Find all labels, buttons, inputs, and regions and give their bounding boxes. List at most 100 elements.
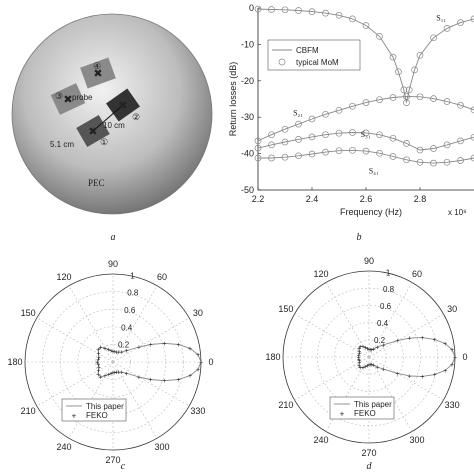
legend-entry: CBFM xyxy=(296,46,319,55)
feko-point: + xyxy=(96,347,100,354)
angle-tick-label: 90 xyxy=(108,259,118,269)
feko-point: + xyxy=(95,360,99,367)
feko-point: + xyxy=(96,368,100,375)
feko-point: + xyxy=(357,360,361,367)
feko-point: + xyxy=(363,364,367,371)
feko-point: + xyxy=(117,369,121,376)
feko-point: + xyxy=(137,375,141,382)
feko-point: + xyxy=(148,342,152,349)
feko-point: + xyxy=(357,353,361,360)
series-point xyxy=(295,136,302,143)
series-point xyxy=(362,22,370,29)
series-point xyxy=(349,102,356,110)
series-point xyxy=(281,153,289,161)
feko-point: + xyxy=(124,348,128,355)
feko-point: + xyxy=(357,355,361,362)
series-point xyxy=(403,93,410,100)
legend-swatch: + xyxy=(340,410,345,419)
polar-spoke xyxy=(112,317,190,363)
feko-point: + xyxy=(375,345,379,352)
angle-tick-label: 180 xyxy=(7,357,22,367)
feko-point: + xyxy=(395,371,399,378)
series-line xyxy=(257,96,474,142)
feko-point: + xyxy=(367,362,371,369)
panel-c-polar: c 0 30 60 90 120 150 180 210 240 270 300 330 0.2 0.4 0… xyxy=(7,259,213,472)
angle-tick-label: 330 xyxy=(445,400,460,410)
polar-ring xyxy=(334,322,404,392)
y-tick-label: -20 xyxy=(241,76,254,86)
port-label-4: ④ xyxy=(93,61,101,71)
series-point xyxy=(443,25,451,32)
feko-point: + xyxy=(381,342,385,349)
series-line xyxy=(257,132,474,151)
series-point xyxy=(457,101,464,109)
feko-point: + xyxy=(368,347,372,354)
panel-d-polar: d 0 30 60 90 120 150 180 210 240 270 300 330 0.2 0.4 0… xyxy=(265,256,467,472)
series-point xyxy=(335,129,343,137)
feko-point: + xyxy=(358,365,362,372)
y-tick-label: -10 xyxy=(241,39,254,49)
curve-label: S₄₁ xyxy=(369,167,379,176)
feko-point: + xyxy=(196,367,200,374)
series-point xyxy=(376,33,383,40)
angle-tick-label: 330 xyxy=(190,406,205,416)
polar-spoke xyxy=(36,317,114,363)
feko-point: + xyxy=(103,346,107,353)
series-point xyxy=(349,129,356,136)
angle-tick-label: 90 xyxy=(364,256,374,266)
radial-tick-label: 0.6 xyxy=(380,302,392,311)
series-point xyxy=(362,99,370,106)
feko-point: + xyxy=(117,350,121,357)
patch-probe xyxy=(50,83,86,115)
curve-label: S₂₁ xyxy=(293,108,303,117)
feko-point: + xyxy=(381,367,385,374)
angle-tick-label: 0 xyxy=(208,357,213,367)
series-point xyxy=(395,68,402,76)
series-point xyxy=(268,154,275,162)
legend-entry: FEKO xyxy=(86,411,108,420)
feko-point: + xyxy=(115,369,119,376)
feko-point: + xyxy=(111,349,115,356)
feko-point: + xyxy=(97,354,101,361)
x-tick-label: 2.4 xyxy=(306,194,319,204)
series-point xyxy=(457,157,464,164)
angle-tick-label: 240 xyxy=(56,442,71,452)
feko-point: + xyxy=(372,346,376,353)
feko-point: + xyxy=(188,373,192,380)
legend-entry: This paper xyxy=(354,400,392,409)
panel-label-c: c xyxy=(121,461,126,472)
feko-point: + xyxy=(407,336,411,343)
angle-tick-label: 300 xyxy=(154,442,169,452)
feko-point: + xyxy=(106,372,110,379)
feko-point: + xyxy=(357,346,361,353)
feko-point: + xyxy=(368,362,372,369)
series-point xyxy=(376,131,383,139)
series-point xyxy=(268,141,275,149)
panel-b-return-losses: b 0 -10 -20 -30 -40 -502.2 2.4 2.6 2.8 Frequency … xyxy=(228,3,474,243)
feko-point: + xyxy=(395,338,399,345)
angle-tick-label: 30 xyxy=(447,304,457,314)
radial-tick-label: 0.4 xyxy=(377,319,389,328)
feko-point: + xyxy=(361,365,365,372)
series-point xyxy=(430,95,437,102)
series-point xyxy=(443,158,451,166)
feko-point: + xyxy=(97,365,101,372)
feko-point: + xyxy=(196,352,200,359)
feko-point: + xyxy=(111,370,115,377)
series-point xyxy=(335,147,343,155)
series-point xyxy=(470,133,474,141)
feko-point: + xyxy=(119,370,123,377)
x-tick-label: 2.8 xyxy=(414,194,427,204)
series-point xyxy=(308,133,316,141)
feko-point: + xyxy=(375,364,379,371)
pec-label: PEC xyxy=(88,178,105,188)
series-point xyxy=(457,137,464,145)
y-tick-label: -50 xyxy=(241,185,254,195)
series-point xyxy=(322,148,329,156)
feko-point: + xyxy=(113,349,117,356)
y-tick-label: -40 xyxy=(241,149,254,159)
radial-tick-label: 0.8 xyxy=(127,289,139,298)
cross-marker: ✖ xyxy=(63,94,72,106)
feko-point: + xyxy=(365,363,369,370)
